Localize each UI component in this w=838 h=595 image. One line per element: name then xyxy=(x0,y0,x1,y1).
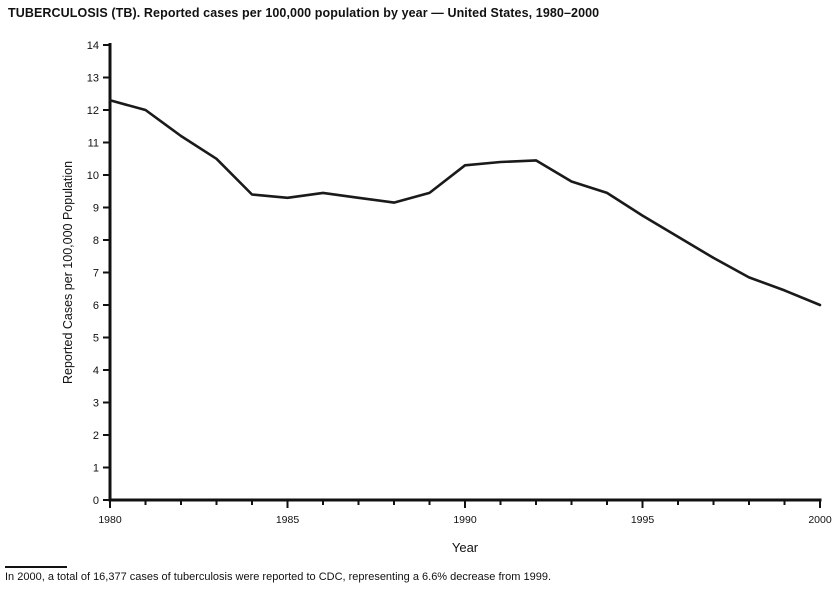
x-tick-label: 1995 xyxy=(631,514,655,526)
x-tick-label: 1980 xyxy=(98,514,122,526)
y-tick-label: 13 xyxy=(87,73,99,85)
y-tick-label: 10 xyxy=(87,170,99,182)
chart-title: TUBERCULOSIS (TB). Reported cases per 10… xyxy=(8,6,600,20)
y-tick-label: 6 xyxy=(93,300,99,312)
y-tick-label: 3 xyxy=(93,398,99,410)
y-tick-label: 2 xyxy=(93,430,99,442)
y-tick-label: 7 xyxy=(93,268,99,280)
footnote-text: In 2000, a total of 16,377 cases of tube… xyxy=(5,571,552,583)
x-tick-label: 1985 xyxy=(276,514,300,526)
y-tick-label: 11 xyxy=(88,138,99,150)
y-tick-label: 5 xyxy=(93,333,99,345)
x-tick-label: 1990 xyxy=(453,514,477,526)
y-tick-label: 1 xyxy=(93,463,99,475)
tb-trend-line xyxy=(108,99,822,307)
x-tick-label: 2000 xyxy=(808,514,832,526)
footnote-divider xyxy=(5,566,67,568)
y-axis-title: Reported Cases per 100,000 Population xyxy=(61,161,75,384)
x-axis-title: Year xyxy=(452,540,479,555)
y-tick-label: 14 xyxy=(87,40,99,52)
y-tick-label: 8 xyxy=(93,235,99,247)
y-tick-label: 9 xyxy=(93,203,99,215)
y-tick-label: 12 xyxy=(87,105,99,117)
y-tick-label: 4 xyxy=(93,365,99,377)
y-tick-label: 0 xyxy=(93,495,99,507)
